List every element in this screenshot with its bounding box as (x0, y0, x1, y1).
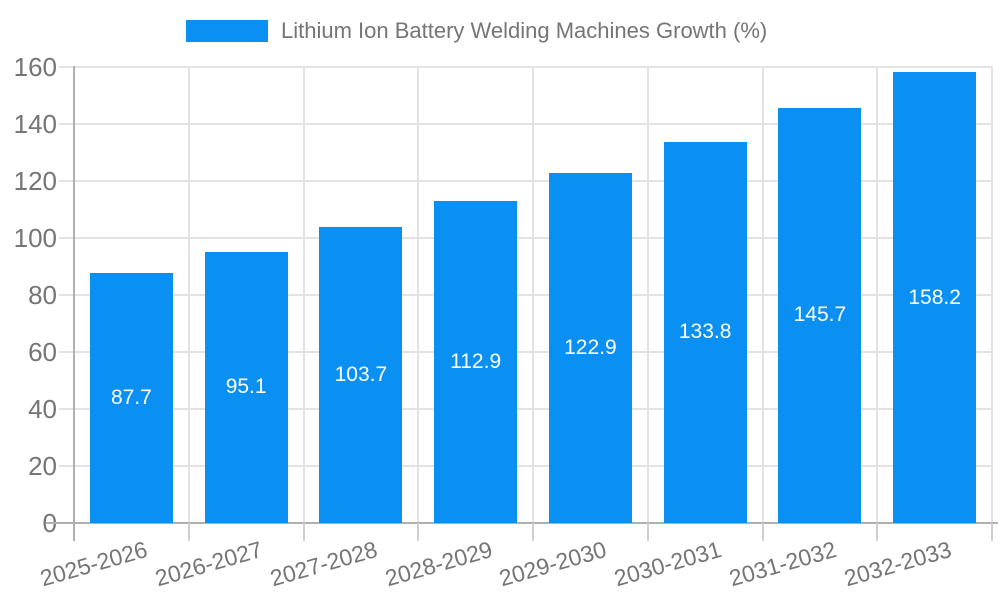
bar-value-label: 145.7 (793, 303, 847, 327)
x-axis-tick (761, 523, 764, 541)
y-axis-tick (59, 294, 74, 296)
x-axis-category-label: 2025-2026 (37, 536, 151, 592)
gridline-vertical (417, 67, 420, 523)
x-axis-category-label: 2030-2031 (611, 536, 725, 592)
bar[interactable] (893, 72, 977, 523)
y-axis-tick-label: 140 (13, 109, 57, 139)
x-axis-tick (532, 523, 534, 541)
x-axis-tick (876, 523, 879, 541)
bar[interactable] (434, 201, 518, 523)
y-axis-tick-label: 160 (13, 52, 57, 82)
y-axis-line (73, 66, 75, 541)
gridline-vertical (302, 67, 305, 523)
y-axis-tick-label: 100 (13, 223, 57, 253)
y-axis-tick-label: 60 (28, 337, 57, 367)
x-axis-category-label: 2032-2033 (840, 536, 954, 592)
x-axis-category-label: 2031-2032 (726, 536, 840, 592)
bar[interactable] (548, 172, 632, 523)
gridline-vertical (646, 67, 649, 523)
y-axis-tick (59, 465, 74, 467)
y-axis-tick-label: 40 (28, 394, 57, 424)
y-axis-tick (59, 351, 74, 353)
bar-value-label: 122.9 (564, 335, 617, 359)
bar[interactable] (89, 273, 173, 523)
bar[interactable] (663, 141, 747, 523)
y-axis-tick (59, 180, 74, 182)
bar-value-label: 133.8 (678, 320, 732, 344)
gridline-vertical (991, 67, 993, 523)
gridline-vertical (187, 67, 190, 523)
bar[interactable] (319, 227, 403, 523)
gridline-vertical (761, 67, 764, 523)
y-axis-tick-label: 80 (28, 280, 57, 310)
gridline-vertical (876, 67, 879, 523)
x-axis-category-label: 2027-2028 (267, 536, 381, 592)
y-axis-tick (59, 237, 74, 239)
x-axis-line (46, 522, 998, 524)
y-axis-tick-label: 20 (28, 451, 57, 481)
x-axis-category-label: 2029-2030 (496, 536, 610, 592)
y-axis-tick (59, 123, 74, 125)
bar-value-label: 158.2 (908, 285, 961, 309)
bar[interactable] (778, 107, 862, 523)
y-axis-tick-label: 120 (13, 166, 57, 196)
x-axis-category-label: 2026-2027 (152, 536, 266, 592)
x-axis-category-label: 2028-2029 (381, 536, 495, 592)
gridline-vertical (532, 67, 534, 523)
x-axis-tick (646, 523, 649, 541)
legend-swatch (186, 20, 268, 42)
x-axis-tick (187, 523, 190, 541)
y-axis-tick (59, 66, 74, 68)
bar-value-label: 112.9 (450, 350, 502, 374)
x-axis-tick (302, 523, 305, 541)
bar[interactable] (204, 251, 288, 523)
bar-value-label: 87.7 (110, 386, 152, 410)
bar-value-label: 95.1 (225, 375, 267, 399)
bar-value-label: 103.7 (334, 363, 388, 387)
legend-label: Lithium Ion Battery Welding Machines Gro… (281, 18, 768, 43)
x-axis-tick (417, 523, 420, 541)
legend-item[interactable]: Lithium Ion Battery Welding Machines Gro… (186, 20, 767, 42)
y-axis-tick (59, 408, 74, 410)
x-axis-tick (991, 523, 993, 541)
